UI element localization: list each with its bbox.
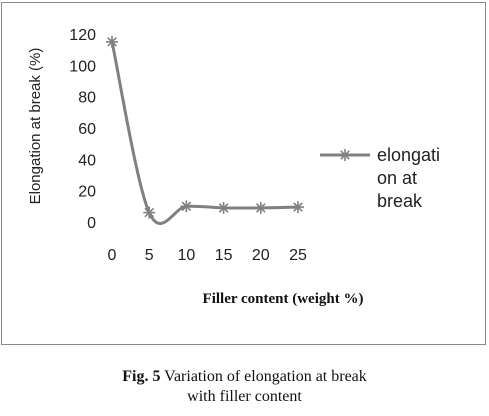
series-line — [110, 40, 300, 225]
legend-marker-icon — [339, 149, 351, 161]
caption-text-line-1: Variation of elongation at break — [164, 368, 367, 385]
legend: elongati on at break — [320, 145, 440, 211]
chart-frame: 0 20 40 60 80 100 120 0 5 10 15 20 25 Elongation at… — [1, 2, 486, 345]
data-point-marker — [292, 201, 304, 214]
y-axis-label: Elongation at break (%) — [27, 48, 44, 205]
caption-text-line-2: with filler content — [187, 388, 302, 405]
series-markers — [106, 35, 304, 219]
y-tick-label: 60 — [78, 121, 96, 138]
x-axis-ticks: 0 5 10 15 20 25 — [108, 247, 307, 264]
x-tick-label: 0 — [108, 247, 117, 264]
y-axis-ticks: 0 20 40 60 80 100 120 — [69, 27, 96, 232]
x-tick-label: 10 — [178, 247, 196, 264]
legend-marker — [339, 149, 351, 161]
x-tick-label: 5 — [145, 247, 154, 264]
data-point-marker — [217, 201, 230, 214]
y-tick-label: 20 — [78, 184, 96, 201]
data-point-marker — [180, 200, 193, 213]
y-tick-label: 100 — [69, 58, 96, 75]
figure-caption: Fig. 5 Variation of elongation at break … — [0, 367, 489, 407]
legend-label-line-3: break — [377, 191, 423, 211]
y-tick-label: 120 — [69, 27, 96, 44]
data-point-marker — [106, 35, 118, 48]
x-tick-label: 25 — [289, 247, 307, 264]
y-tick-label: 40 — [78, 152, 96, 169]
legend-label-line-2: on at — [377, 168, 417, 188]
y-tick-label: 80 — [78, 90, 96, 107]
x-axis-label: Filler content (weight %) — [203, 291, 364, 307]
data-point-marker — [254, 201, 267, 214]
data-point-marker — [143, 206, 156, 219]
x-tick-label: 15 — [215, 247, 233, 264]
caption-label: Fig. 5 — [122, 368, 161, 385]
x-tick-label: 20 — [252, 247, 270, 264]
legend-label-line-1: elongati — [377, 145, 440, 165]
chart-svg: 0 20 40 60 80 100 120 0 5 10 15 20 25 Elongation at… — [27, 27, 440, 307]
y-tick-label: 0 — [87, 215, 96, 232]
